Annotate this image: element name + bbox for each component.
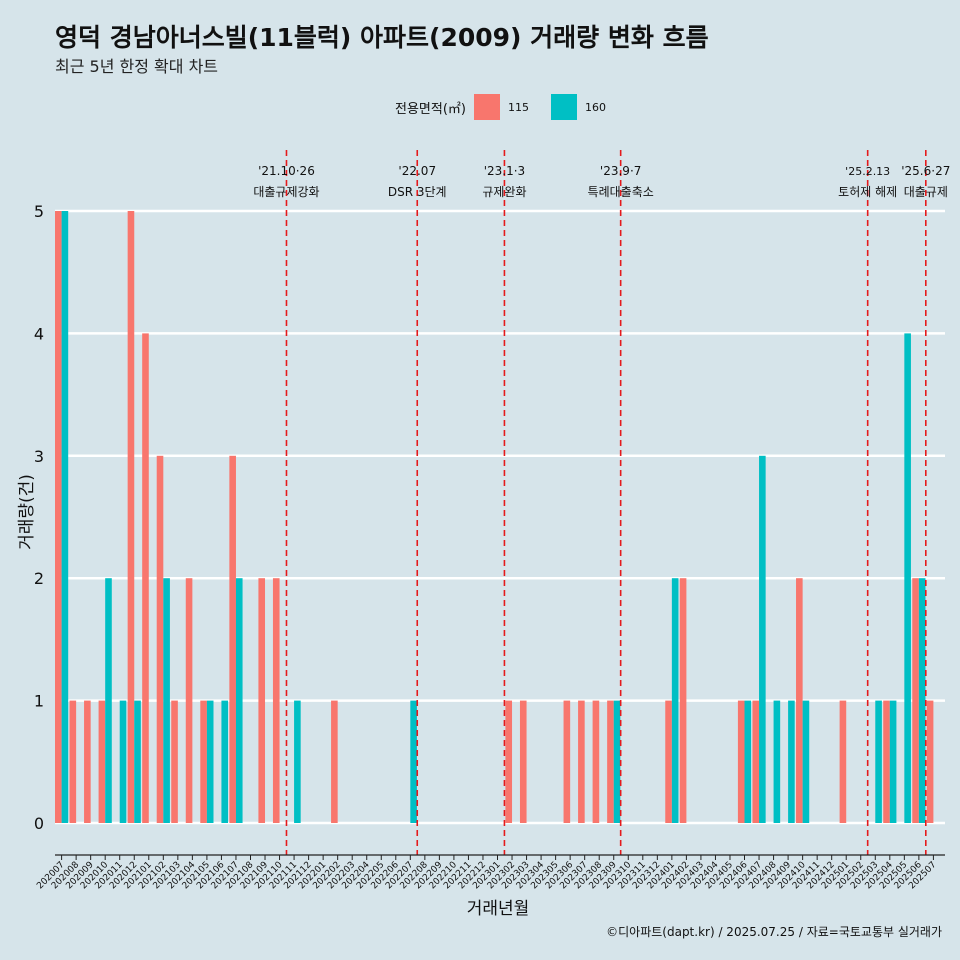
bar-115-202506: [912, 578, 919, 823]
bar-160-202408: [773, 700, 781, 823]
bar-115-202307: [578, 700, 585, 823]
bar-115-202504: [883, 700, 890, 823]
bar-115-202012: [127, 211, 135, 823]
source-caption: ©디아파트(dapt.kr) / 2025.07.25 / 자료=국토교통부 실…: [606, 925, 942, 939]
y-tick-label: 5: [34, 202, 44, 221]
bar-115-202406: [737, 700, 745, 823]
chart-subtitle: 최근 5년 한정 확대 차트: [55, 57, 219, 76]
bar-160-202506: [918, 578, 926, 823]
event-date-label: '22.07: [398, 164, 436, 178]
bar-115-202501: [839, 700, 847, 823]
event-desc-label: 대출규제강화: [253, 185, 319, 199]
event-desc-label: 특례대출축소: [588, 185, 654, 199]
bar-160-202409: [788, 700, 795, 823]
bar-115-202007: [55, 211, 62, 823]
event-date-label: '25.6·27: [901, 164, 950, 178]
bar-160-202410: [802, 700, 810, 823]
event-date-label: '21.10·26: [258, 164, 315, 178]
bar-160-202012: [134, 700, 141, 823]
bar-115-202202: [331, 700, 338, 823]
bar-115-202009: [84, 700, 91, 823]
bar-115-202107: [229, 455, 236, 823]
event-desc-label: 규제완화: [482, 185, 526, 199]
bar-115-202101: [142, 333, 149, 823]
bar-115-202103: [171, 700, 178, 823]
bar-160-202406: [744, 700, 752, 823]
bar-115-202303: [519, 700, 527, 823]
bar-115-202410: [796, 578, 803, 823]
bar-160-202505: [904, 333, 911, 823]
bar-160-202504: [889, 700, 897, 823]
bar-160-202102: [163, 578, 170, 823]
bar-115-202109: [258, 578, 266, 823]
bar-115-202110: [272, 578, 280, 823]
bar-160-202105: [206, 700, 214, 823]
event-date-label: '23.1·3: [484, 164, 525, 178]
event-desc-label: 대출규제: [904, 185, 948, 199]
bar-115-202102: [156, 455, 164, 823]
bar-160-202407: [759, 455, 766, 823]
bar-160-202106: [221, 700, 229, 823]
event-date-label: '25.2.13: [845, 165, 890, 178]
y-tick-label: 0: [34, 814, 44, 833]
bar-160-202010: [105, 578, 112, 823]
event-date-label: '23.9·7: [600, 164, 641, 178]
legend: 전용면적(㎡) 115 160: [395, 93, 612, 121]
y-tick-label: 1: [34, 692, 44, 711]
bar-115-202308: [592, 700, 600, 823]
bar-160-202011: [119, 700, 127, 823]
y-axis-label: 거래량(건): [17, 474, 37, 550]
bar-160-202007: [61, 211, 69, 823]
legend-swatch-160: [550, 94, 577, 120]
event-desc-label: 토허제 해제: [838, 185, 897, 199]
bar-115-202309: [607, 700, 614, 823]
y-tick-label: 3: [34, 447, 44, 466]
y-tick-label: 2: [34, 569, 44, 588]
bar-115-202010: [98, 700, 106, 823]
bar-115-202104: [185, 578, 193, 823]
chart-title: 영덕 경남아너스빌(11블럭) 아파트(2009) 거래량 변화 흐름: [55, 23, 709, 52]
bar-115-202401: [665, 700, 672, 823]
bar-115-202407: [752, 700, 760, 823]
bar-160-202207: [410, 700, 417, 823]
bar-115-202402: [679, 578, 687, 823]
legend-label-115: 115: [507, 100, 529, 114]
x-axis-label: 거래년월: [467, 899, 530, 919]
bar-160-202503: [875, 700, 882, 823]
bar-160-202107: [235, 578, 243, 823]
bar-160-202111: [294, 700, 301, 823]
bar-160-202309: [613, 700, 621, 823]
legend-title: 전용면적(㎡): [395, 101, 466, 117]
bar-115-202306: [563, 700, 571, 823]
legend-swatch-115: [473, 94, 500, 120]
bar-115-202105: [200, 700, 207, 823]
legend-label-160: 160: [584, 100, 606, 114]
bar-115-202507: [926, 700, 934, 823]
bar-160-202401: [671, 578, 679, 823]
event-desc-label: DSR 3단계: [388, 185, 447, 199]
bar-115-202008: [69, 700, 77, 823]
y-tick-label: 4: [34, 324, 44, 343]
bar-115-202302: [505, 700, 513, 823]
